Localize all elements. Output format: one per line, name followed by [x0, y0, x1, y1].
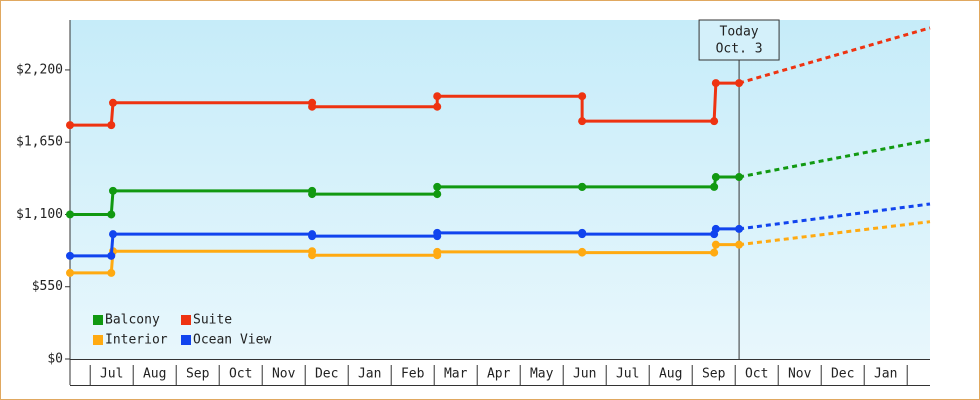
- forecast-line: [738, 138, 931, 179]
- point: [109, 230, 117, 239]
- point: [710, 248, 719, 257]
- y-tick-label: $550: [32, 279, 63, 294]
- x-tick-label: Oct: [745, 367, 768, 382]
- x-tick-label: Jun: [573, 367, 596, 382]
- point: [578, 117, 587, 126]
- point: [711, 224, 720, 233]
- point: [66, 210, 74, 219]
- x-tick-label: Aug: [143, 367, 166, 382]
- x-tick-label: Jul: [616, 367, 639, 382]
- legend-swatch: [181, 315, 191, 325]
- point: [433, 247, 442, 256]
- point: [109, 186, 117, 195]
- legend-label: Suite: [193, 313, 232, 328]
- y-tick-label: $1,650: [16, 135, 63, 150]
- point: [710, 117, 719, 126]
- point: [107, 210, 116, 219]
- point: [107, 268, 116, 277]
- point: [578, 248, 587, 257]
- y-tick-label: $1,100: [16, 207, 63, 222]
- point: [711, 173, 720, 182]
- point: [107, 251, 116, 260]
- today-box: [698, 19, 780, 61]
- point: [433, 92, 442, 101]
- x-tick-label: Apr: [487, 367, 511, 382]
- x-tick-label: Oct: [229, 367, 252, 382]
- point: [433, 228, 442, 237]
- today-label: Oct. 3: [716, 42, 763, 57]
- point: [735, 79, 744, 88]
- legend-label: Balcony: [105, 313, 160, 328]
- point: [308, 251, 317, 260]
- point: [308, 232, 317, 241]
- x-tick-label: Mar: [444, 367, 468, 382]
- point: [66, 121, 74, 130]
- y-tick-label: $0: [47, 352, 63, 367]
- point: [711, 240, 720, 249]
- point: [308, 190, 317, 199]
- forecast-line: [738, 26, 931, 85]
- point: [66, 251, 74, 260]
- x-tick-label: Dec: [315, 367, 338, 382]
- x-tick-label: Sep: [186, 367, 210, 382]
- x-tick-label: Dec: [831, 367, 854, 382]
- point: [433, 182, 442, 191]
- point: [735, 224, 744, 233]
- point: [66, 268, 74, 277]
- point: [433, 190, 442, 199]
- x-tick-label: Nov: [788, 367, 812, 382]
- x-tick-label: Jan: [874, 367, 897, 382]
- x-tick-label: Aug: [659, 367, 682, 382]
- x-tick-label: Sep: [702, 367, 726, 382]
- x-tick-label: May: [530, 367, 554, 382]
- y-tick-label: $2,200: [16, 62, 63, 77]
- x-tick-label: Jan: [358, 367, 381, 382]
- point: [735, 173, 744, 182]
- point: [710, 182, 719, 191]
- point: [433, 102, 442, 111]
- point: [308, 102, 317, 111]
- point: [107, 121, 116, 130]
- point: [578, 230, 587, 239]
- legend-swatch: [93, 315, 103, 325]
- x-tick-label: Nov: [272, 367, 296, 382]
- point: [711, 79, 720, 88]
- legend-swatch: [181, 335, 191, 345]
- point: [578, 182, 587, 191]
- point: [578, 92, 587, 101]
- today-label: Today: [720, 25, 759, 40]
- legend-swatch: [93, 335, 103, 345]
- point: [109, 98, 117, 107]
- point: [735, 240, 744, 249]
- legend-label: Interior: [105, 333, 168, 348]
- x-tick-label: Feb: [401, 367, 425, 382]
- x-tick-label: Jul: [100, 367, 123, 382]
- legend-label: Ocean View: [193, 333, 271, 348]
